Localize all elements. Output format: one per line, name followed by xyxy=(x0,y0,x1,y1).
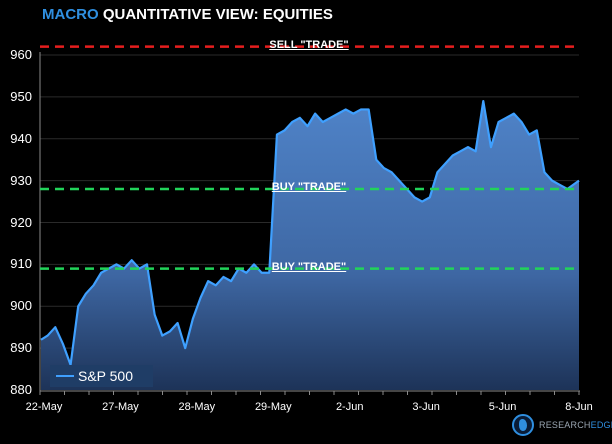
price-area xyxy=(41,101,579,390)
x-tick-label: 27-May xyxy=(102,401,139,413)
x-tick-label: 3-Jun xyxy=(412,401,440,413)
y-tick-label: 900 xyxy=(10,298,32,314)
y-tick-label: 880 xyxy=(10,382,32,397)
x-tick-label: 28-May xyxy=(178,401,216,413)
title-accent: MACRO xyxy=(42,6,99,23)
y-tick-label: 890 xyxy=(10,340,32,356)
legend: S&P 500 xyxy=(50,365,153,387)
legend-swatch xyxy=(56,375,74,377)
y-tick-label: 940 xyxy=(10,130,32,146)
buy-trade-label: BUY "TRADE" xyxy=(271,260,347,273)
researchedge-logo: RESEARCHEDGE xyxy=(512,414,612,436)
globe-icon xyxy=(512,414,534,436)
price-line xyxy=(40,99,580,366)
y-tick-label: 930 xyxy=(10,172,32,188)
chart-title: MACRO QUANTITATIVE VIEW: EQUITIES xyxy=(42,6,333,23)
x-tick-label: 29-May xyxy=(254,401,292,413)
title-rest: QUANTITATIVE VIEW: EQUITIES xyxy=(98,6,333,23)
y-tick-label: 950 xyxy=(10,88,32,104)
y-tick-label: 960 xyxy=(10,47,32,62)
x-tick-label: 2-Jun xyxy=(335,401,364,413)
x-tick-label: 5-Jun xyxy=(488,401,517,413)
y-tick-label: 920 xyxy=(10,214,32,230)
x-tick-label: 22-May xyxy=(25,401,63,413)
x-tick-label: 8-Jun xyxy=(565,401,593,413)
sell-trade-label: SELL "TRADE" xyxy=(269,38,349,51)
buy-trade-label: BUY "TRADE" xyxy=(271,181,347,193)
y-tick-label: 910 xyxy=(10,256,32,272)
legend-label: S&P 500 xyxy=(78,368,134,384)
x-axis-ticks xyxy=(39,391,580,395)
